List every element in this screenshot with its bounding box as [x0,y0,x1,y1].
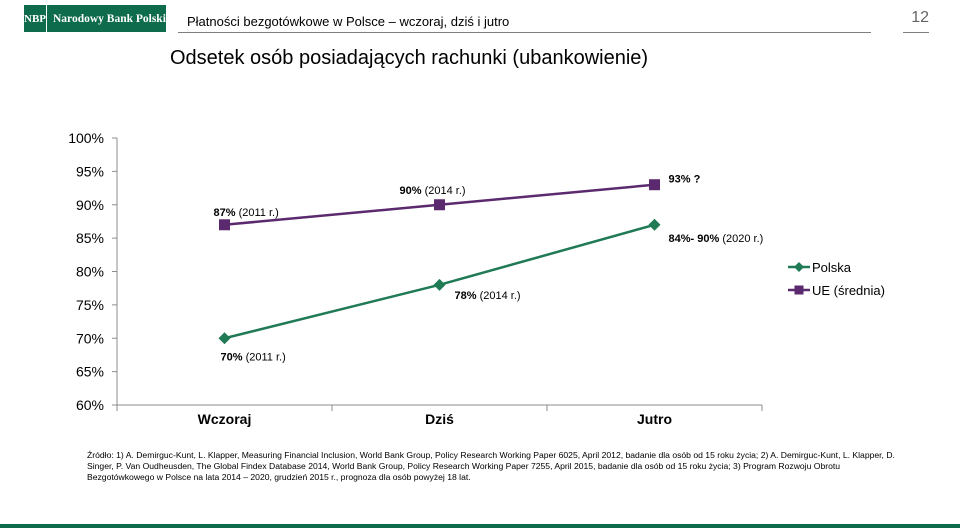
logo-name: Narodowy Bank Polski [46,5,166,32]
presentation-title: Płatności bezgotówkowe w Polsce – wczora… [187,14,510,29]
footer-bar [0,524,960,528]
y-tick-label: 90% [76,197,104,213]
data-point [649,179,660,191]
data-point [648,218,661,231]
data-label: 84%- 90% (2020 r.) [669,233,764,245]
y-tick-label: 85% [76,230,104,246]
y-tick-label: 70% [76,330,104,346]
data-point [218,332,231,345]
y-tick-label: 100% [68,130,104,146]
source-label: Źródło: [87,450,114,460]
data-point [219,219,230,231]
data-label: 93% ? [669,174,701,186]
page-number-divider [903,32,929,33]
legend-label: UE (średnia) [812,283,885,298]
y-tick-label: 65% [76,364,104,380]
logo-mark: NBP [24,5,46,32]
source-note: Źródło: 1) A. Demirguc-Kunt, L. Klapper,… [87,450,897,482]
legend-marker [794,262,804,272]
data-label: 87% (2011 r.) [214,207,279,219]
y-tick-label: 60% [76,397,104,413]
legend-marker [794,285,804,295]
data-point [433,278,446,291]
slide-title: Odsetek osób posiadających rachunki (uba… [170,47,649,69]
y-tick-label: 75% [76,297,104,313]
data-label: 78% (2014 r.) [455,290,521,302]
line-chart: 60% 65% 70% 75% 80% 85% 90% 95% 100% Wczoraj Dziś J… [68,130,885,427]
x-tick-label: Jutro [637,411,672,427]
data-point [434,199,445,211]
data-label: 90% (2014 r.) [400,185,466,197]
page-number: 12 [911,9,929,26]
y-tick-label: 80% [76,264,104,280]
data-label: 70% (2011 r.) [221,351,286,363]
x-tick-label: Dziś [425,411,454,427]
legend-label: Polska [812,260,852,275]
x-tick-label: Wczoraj [198,411,252,427]
header-divider [178,32,871,33]
y-tick-label: 95% [76,163,104,179]
nbp-logo: NBP Narodowy Bank Polski [24,5,166,32]
slide-header: NBP Narodowy Bank Polski Płatności bezgo… [0,0,960,40]
source-text: 1) A. Demirguc-Kunt, L. Klapper, Measuri… [87,450,895,482]
